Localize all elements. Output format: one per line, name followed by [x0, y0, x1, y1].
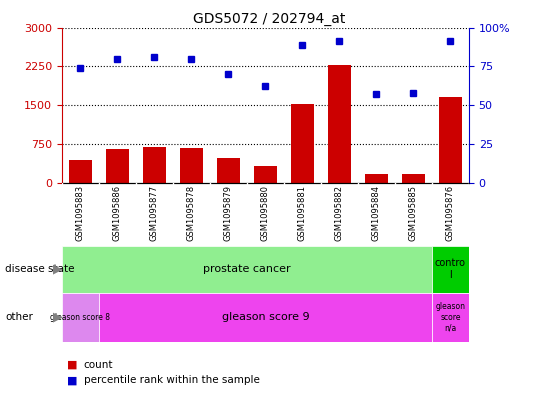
Text: gleason score 8: gleason score 8	[51, 313, 110, 322]
Bar	[328, 65, 350, 183]
Text: prostate cancer: prostate cancer	[203, 264, 291, 274]
Text: gleason score 9: gleason score 9	[222, 312, 309, 322]
Text: ▶: ▶	[53, 311, 63, 324]
Text: GSM1095883: GSM1095883	[76, 185, 85, 241]
Bar	[402, 174, 425, 183]
Text: disease state: disease state	[5, 264, 75, 274]
Bar	[70, 160, 92, 183]
Bar	[181, 148, 203, 183]
Bar	[106, 149, 129, 183]
Text: GDS5072 / 202794_at: GDS5072 / 202794_at	[194, 12, 345, 26]
Bar	[432, 293, 469, 342]
Bar	[254, 166, 277, 183]
Bar	[292, 104, 314, 183]
Text: count: count	[84, 360, 113, 370]
Text: GSM1095885: GSM1095885	[409, 185, 418, 241]
Bar	[217, 158, 239, 183]
Text: other: other	[5, 312, 33, 322]
Bar	[365, 174, 388, 183]
Text: ▶: ▶	[53, 263, 63, 276]
Text: GSM1095876: GSM1095876	[446, 185, 455, 241]
Text: ■: ■	[67, 375, 78, 386]
Text: ■: ■	[67, 360, 78, 370]
Bar	[143, 147, 165, 183]
Text: gleason
score
n/a: gleason score n/a	[436, 303, 466, 332]
Text: contro
l: contro l	[435, 259, 466, 280]
Text: GSM1095879: GSM1095879	[224, 185, 233, 241]
Text: GSM1095884: GSM1095884	[372, 185, 381, 241]
Bar	[62, 293, 99, 342]
Text: GSM1095880: GSM1095880	[261, 185, 270, 241]
Text: percentile rank within the sample: percentile rank within the sample	[84, 375, 259, 386]
Text: GSM1095878: GSM1095878	[187, 185, 196, 241]
Bar	[439, 97, 461, 183]
Text: GSM1095882: GSM1095882	[335, 185, 344, 241]
Text: GSM1095886: GSM1095886	[113, 185, 122, 241]
Bar	[432, 246, 469, 293]
Text: GSM1095877: GSM1095877	[150, 185, 159, 241]
Bar	[99, 293, 432, 342]
Text: GSM1095881: GSM1095881	[298, 185, 307, 241]
